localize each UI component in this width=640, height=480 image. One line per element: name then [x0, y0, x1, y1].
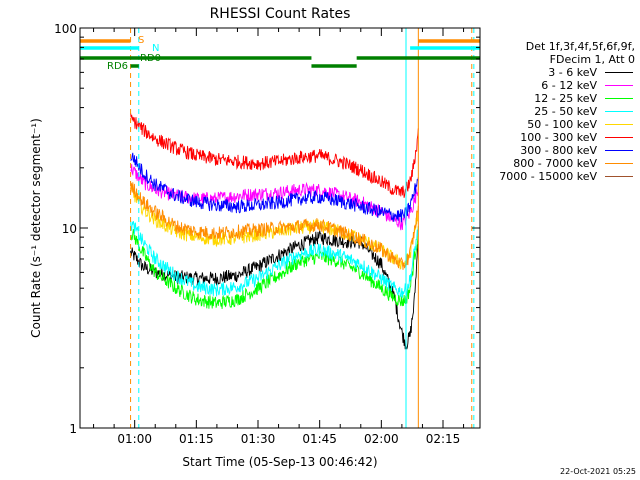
legend-item-label: 3 - 6 keV: [548, 66, 597, 79]
generation-timestamp: 22-Oct-2021 05:25: [560, 467, 636, 476]
legend-rows: 3 - 6 keV 6 - 12 keV 12 - 25 keV 25 - 50 ke…: [470, 66, 635, 183]
legend-item-label: 800 - 7000 keV: [513, 157, 597, 170]
x-tick-label-4: 02:00: [364, 432, 399, 446]
legend-item-swatch: [605, 137, 633, 138]
legend-item: 100 - 300 keV: [470, 131, 635, 144]
axis-layer: 01:00 01:15 01:30 01:45 02:00 02:15 1 10 100: [54, 22, 480, 446]
annotation-label-3: RD0: [140, 53, 161, 64]
legend-item-label: 100 - 300 keV: [520, 131, 597, 144]
state-layer: SN RD6 RD0: [80, 35, 480, 72]
chart-title: RHESSI Count Rates: [210, 6, 351, 22]
legend-item-swatch: [605, 72, 633, 73]
legend-item-swatch: [605, 176, 633, 177]
x-tick-label-1: 01:15: [179, 432, 214, 446]
legend-item-swatch: [605, 163, 633, 164]
series-line-6: [130, 152, 419, 223]
annotation-label-2: RD6: [107, 61, 128, 72]
y-tick-label-0: 1: [69, 422, 77, 436]
legend: Det 1f,3f,4f,5f,6f,9f, FDecim 1, Att 0 3…: [470, 40, 635, 183]
legend-item: 800 - 7000 keV: [470, 157, 635, 170]
legend-header-line-2: FDecim 1, Att 0: [549, 53, 635, 66]
legend-item-label: 300 - 800 keV: [520, 144, 597, 157]
legend-item: 3 - 6 keV: [470, 66, 635, 79]
annotation-label-0: S: [138, 35, 144, 46]
legend-item-swatch: [605, 85, 633, 86]
series-layer: [130, 112, 419, 350]
legend-item-swatch: [605, 98, 633, 99]
legend-item-label: 50 - 100 keV: [527, 118, 597, 131]
legend-item: 6 - 12 keV: [470, 79, 635, 92]
legend-item: 25 - 50 keV: [470, 105, 635, 118]
series-line-3: [130, 220, 419, 298]
annotation-label-1: N: [152, 43, 159, 54]
legend-header-line-1: Det 1f,3f,4f,5f,6f,9f,: [525, 40, 635, 53]
legend-item: 50 - 100 keV: [470, 118, 635, 131]
legend-item-label: 12 - 25 keV: [534, 92, 597, 105]
legend-item-swatch: [605, 124, 633, 125]
legend-item-label: 6 - 12 keV: [541, 79, 597, 92]
y-tick-label-2: 100: [54, 22, 77, 36]
legend-item-label: 25 - 50 keV: [534, 105, 597, 118]
series-line-2: [130, 225, 419, 309]
plot-frame: [79, 27, 481, 429]
legend-item-label: 7000 - 15000 keV: [499, 170, 597, 183]
x-tick-label-0: 01:00: [117, 432, 152, 446]
legend-item-swatch: [605, 150, 633, 151]
legend-item: 12 - 25 keV: [470, 92, 635, 105]
y-tick-label-1: 10: [62, 222, 77, 236]
series-line-7: [130, 182, 419, 270]
legend-item-swatch: [605, 111, 633, 112]
legend-item: 7000 - 15000 keV: [470, 170, 635, 183]
legend-item: 300 - 800 keV: [470, 144, 635, 157]
x-tick-label-2: 01:30: [241, 432, 276, 446]
x-axis-label: Start Time (05-Sep-13 00:46:42): [182, 455, 377, 469]
y-axis-label: Count Rate (s⁻¹ detector segment⁻¹): [29, 118, 43, 338]
x-tick-label-3: 01:45: [302, 432, 337, 446]
series-line-5: [130, 112, 419, 198]
x-tick-label-5: 02:15: [426, 432, 461, 446]
